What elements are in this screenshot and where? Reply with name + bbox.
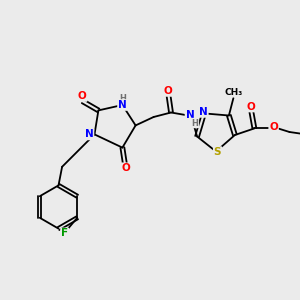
Text: H: H [119, 94, 126, 103]
Text: N: N [85, 129, 94, 140]
Text: O: O [122, 163, 131, 173]
Text: N: N [118, 100, 127, 110]
Text: O: O [164, 86, 172, 96]
Text: CH₃: CH₃ [225, 88, 243, 97]
Text: H: H [192, 118, 198, 127]
Text: F: F [61, 228, 68, 239]
Text: O: O [78, 91, 87, 101]
Text: N: N [199, 107, 208, 117]
Text: N: N [185, 110, 194, 120]
Text: S: S [214, 147, 221, 157]
Text: O: O [246, 101, 255, 112]
Text: O: O [269, 122, 278, 132]
